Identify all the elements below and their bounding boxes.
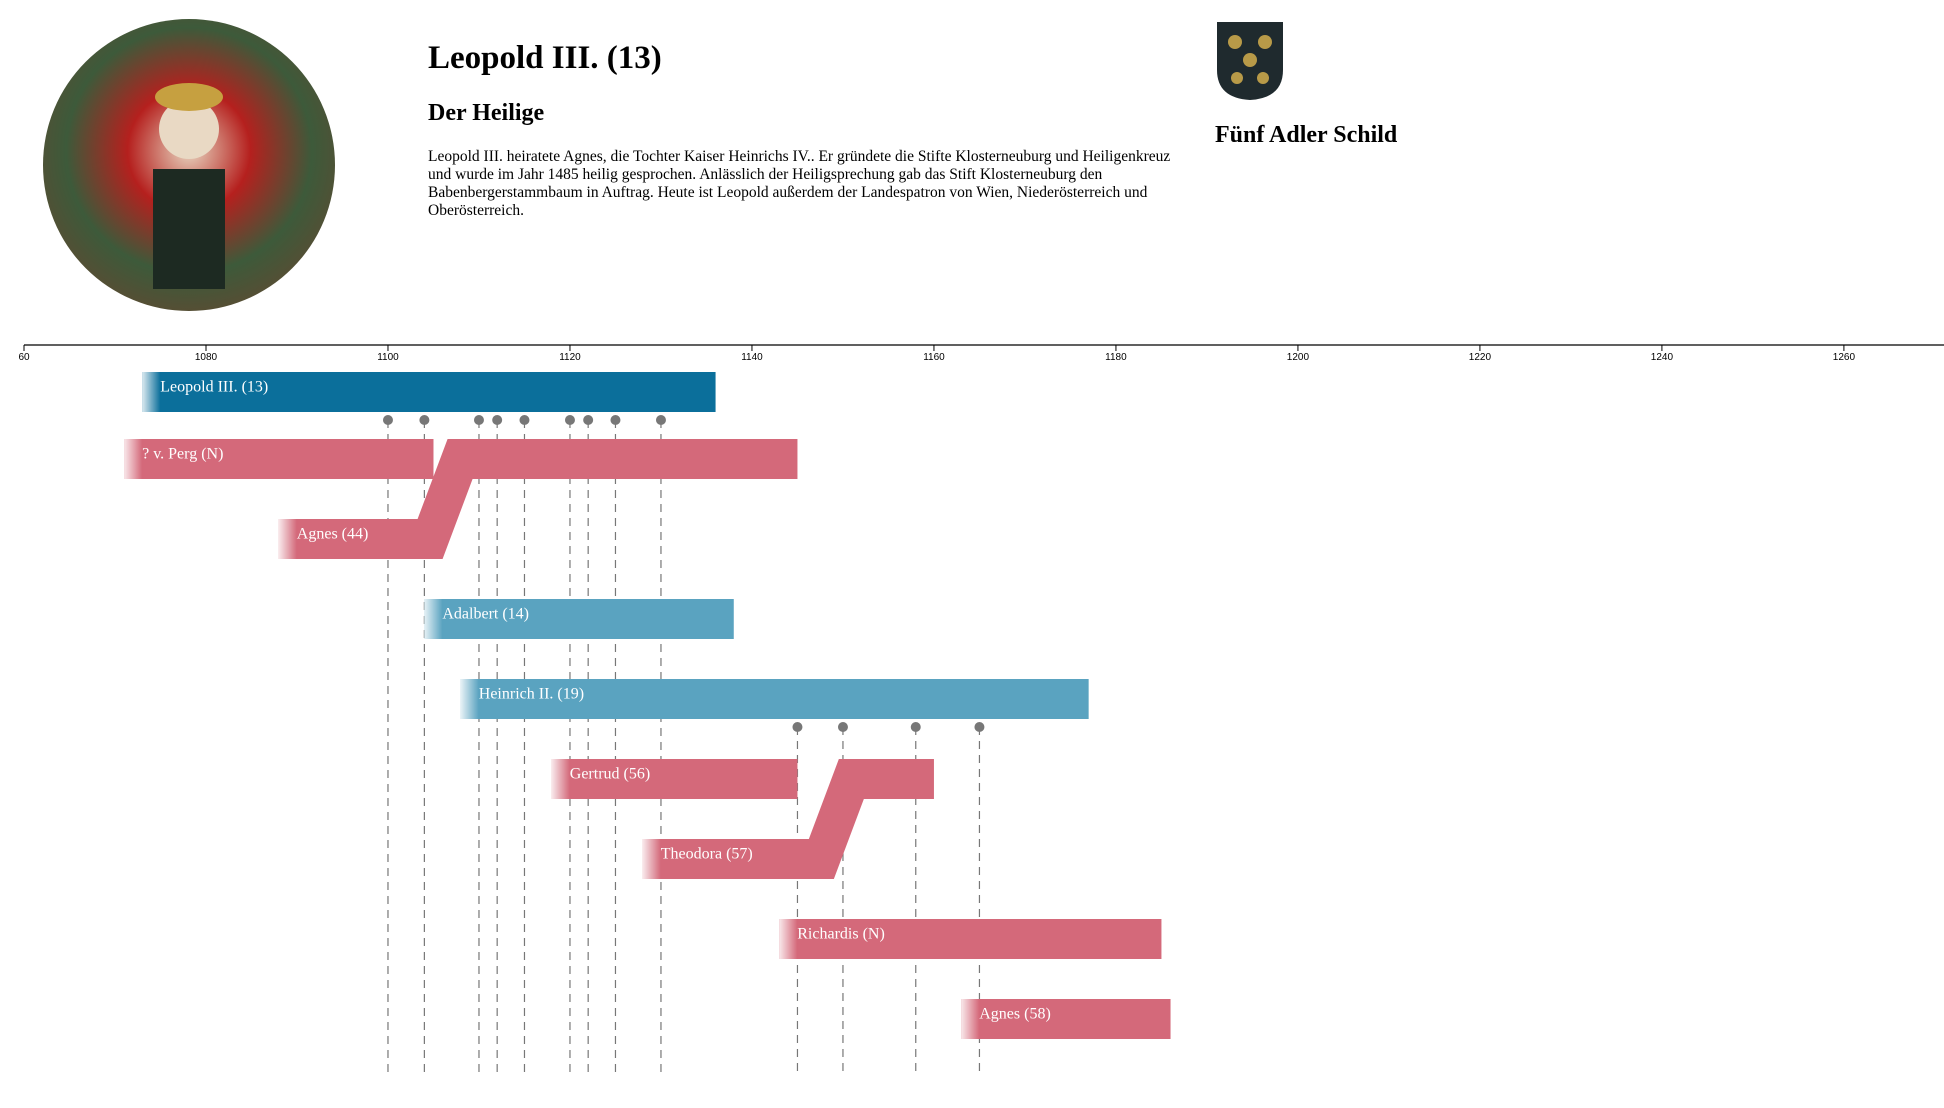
person-label: Richardis (N) [797, 926, 885, 943]
person-label: Gertrud (56) [570, 766, 650, 783]
portrait [43, 19, 335, 311]
bar-fade [551, 759, 570, 799]
event-dot [974, 722, 985, 732]
tick-label: 1080 [195, 352, 218, 363]
person-bar [424, 599, 734, 639]
event-dot [610, 415, 621, 425]
person-label: Leopold III. (13) [160, 379, 268, 396]
tick-label: 1140 [741, 352, 763, 363]
bar-fade [961, 999, 980, 1039]
person-label: Theodora (57) [661, 846, 753, 863]
person-label: Agnes (44) [297, 526, 369, 543]
person-bar [142, 372, 716, 412]
bar-fade [642, 839, 661, 879]
person-bar [124, 439, 434, 479]
bar-fade [779, 919, 798, 959]
event-dot [564, 415, 575, 425]
bar-fade [124, 439, 143, 479]
person-label: Heinrich II. (19) [479, 686, 584, 703]
title: Leopold III. (13) [428, 40, 662, 76]
timeline: 60 1080 1100 1120 1140 1160 1180 1200 1220 1240 12… [18, 344, 1944, 1073]
description: Leopold III. heiratete Agnes, die Tochte… [428, 148, 1171, 219]
tick-label: 1120 [559, 352, 581, 363]
tick-label: 1220 [1469, 352, 1492, 363]
subtitle: Der Heilige [428, 100, 545, 126]
tick-label: 1240 [1651, 352, 1674, 363]
person-bar [278, 439, 798, 559]
bar-fade [142, 372, 161, 412]
tick-label: 60 [18, 352, 30, 363]
tick-label: 1200 [1287, 352, 1310, 363]
tick-label: 1260 [1833, 352, 1856, 363]
event-dot [382, 415, 393, 425]
event-dot [419, 415, 430, 425]
event-dot [792, 722, 803, 732]
person-bar [460, 679, 1089, 719]
event-dot [655, 415, 666, 425]
person-bar [961, 999, 1171, 1039]
event-dot [473, 415, 484, 425]
tick-label: 1100 [377, 352, 399, 363]
tick-label: 1160 [923, 352, 945, 363]
person-bar [642, 759, 934, 879]
event-dot [583, 415, 594, 425]
event-dot [837, 722, 848, 732]
event-dot [519, 415, 530, 425]
person-label: Agnes (58) [979, 1006, 1051, 1023]
event-dot [492, 415, 503, 425]
shield-label: Fünf Adler Schild [1215, 122, 1398, 148]
tick-label: 1180 [1105, 352, 1127, 363]
person-label: ? v. Perg (N) [142, 446, 223, 463]
person-bar [779, 919, 1162, 959]
bar-fade [460, 679, 479, 719]
person-label: Adalbert (14) [442, 606, 529, 623]
bar-fade [278, 519, 297, 559]
shield-icon [1217, 22, 1283, 100]
bar-fade [424, 599, 443, 639]
person-bar [551, 759, 798, 799]
event-dot [910, 722, 921, 732]
